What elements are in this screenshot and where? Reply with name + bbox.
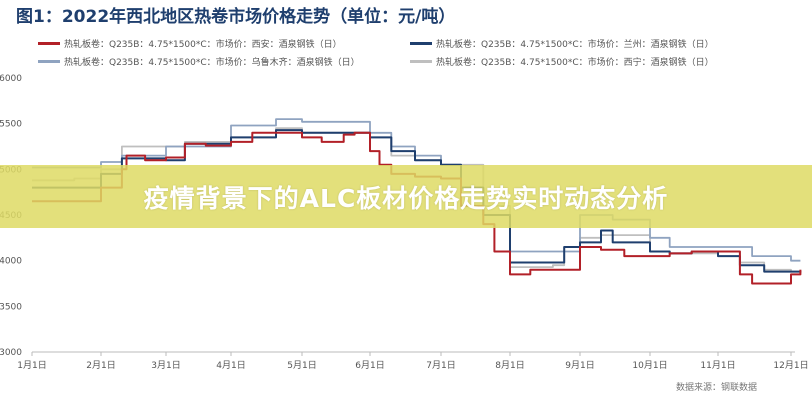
x-tick-label: 4月1日: [216, 360, 245, 371]
chart-title: 图1：2022年西北地区热卷市场价格走势（单位：元/吨）: [16, 7, 456, 27]
x-tick-label: 3月1日: [151, 360, 180, 371]
legend-swatch: [410, 42, 432, 45]
legend-swatch: [38, 42, 60, 45]
legend-item-xian: 热轧板卷：Q235B：4.75*1500*C：市场价：西安：酒泉钢铁（日）: [38, 37, 342, 50]
legend-label: 热轧板卷：Q235B：4.75*1500*C：市场价：西安：酒泉钢铁（日）: [64, 40, 342, 50]
x-tick-label: 6月1日: [355, 360, 384, 371]
x-tick-label: 11月1日: [700, 360, 735, 371]
y-tick-label: 4000: [0, 257, 22, 267]
x-tick-label: 1月1日: [17, 360, 46, 371]
legend-item-lanzhou: 热轧板卷：Q235B：4.75*1500*C：市场价：兰州：酒泉钢铁（日）: [410, 37, 714, 50]
overlay-banner: 疫情背景下的ALC板材价格走势实时动态分析: [0, 165, 812, 228]
legend-item-urumqi: 热轧板卷：Q235B：4.75*1500*C：市场价：乌鲁木齐：酒泉钢铁（日）: [38, 55, 360, 68]
banner-text: 疫情背景下的ALC板材价格走势实时动态分析: [143, 183, 669, 213]
legend-label: 热轧板卷：Q235B：4.75*1500*C：市场价：兰州：酒泉钢铁（日）: [436, 40, 714, 50]
y-tick-label: 3000: [0, 348, 22, 358]
x-tick-label: 10月1日: [632, 360, 667, 371]
legend-item-xining: 热轧板卷：Q235B：4.75*1500*C：市场价：西宁：酒泉钢铁（日）: [410, 55, 714, 68]
legend-label: 热轧板卷：Q235B：4.75*1500*C：市场价：乌鲁木齐：酒泉钢铁（日）: [64, 58, 360, 68]
y-tick-label: 5500: [0, 120, 22, 130]
x-tick-label: 12月1日: [773, 360, 808, 371]
x-tick-label: 2月1日: [86, 360, 115, 371]
x-tick-label: 7月1日: [426, 360, 455, 371]
data-source: 数据来源：钢联数据: [676, 383, 758, 393]
x-tick-label: 9月1日: [565, 360, 594, 371]
x-tick-label: 8月1日: [495, 360, 524, 371]
y-tick-label: 6000: [0, 74, 22, 84]
legend-swatch: [410, 60, 432, 63]
legend-swatch: [38, 60, 60, 63]
x-tick-label: 5月1日: [287, 360, 316, 371]
y-tick-label: 3500: [0, 302, 22, 312]
legend-label: 热轧板卷：Q235B：4.75*1500*C：市场价：西宁：酒泉钢铁（日）: [436, 58, 714, 68]
